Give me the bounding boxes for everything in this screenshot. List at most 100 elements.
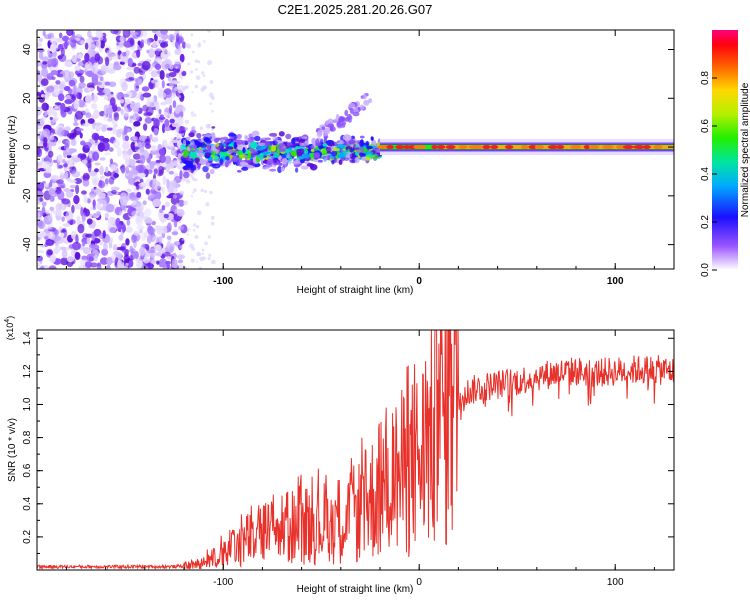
noise-blob [136,215,142,223]
x-tick-label: -100 [213,577,233,588]
signal-blob [233,141,237,149]
noise-blob [171,258,178,268]
noise-blob [76,128,84,132]
noise-blob [52,111,58,118]
noise-blob [151,235,160,244]
noise-blob [43,182,50,188]
noise-blob [42,128,51,138]
x-tick-label: 100 [607,276,624,287]
noise-blob [94,81,103,86]
signal-blob [228,132,236,137]
noise-blob [176,254,186,260]
noise-blob [50,132,55,141]
noise-blob [51,118,57,123]
noise-blob [186,230,190,233]
ridge-peak [583,145,591,150]
noise-blob [73,178,83,184]
y-tick-label: 0.6 [22,463,33,477]
noise-blob [139,145,145,153]
signal-blob [327,142,335,147]
noise-blob [42,30,46,37]
signal-blob [259,152,264,160]
noise-blob [48,181,53,188]
noise-blob [207,60,213,66]
noise-blob [141,60,151,71]
signal-blob [352,111,360,117]
noise-blob [37,131,44,140]
noise-blob [49,116,53,121]
ridge-peak [504,145,514,150]
noise-blob [91,37,99,41]
signal-blob [301,154,311,159]
noise-blob [172,194,178,199]
noise-blob [104,178,109,185]
signal-blob [365,154,374,158]
noise-blob [54,104,59,110]
noise-blob [103,95,109,101]
signal-blob [182,160,192,164]
signal-blob [349,107,355,115]
noise-blob [60,102,66,112]
noise-blob [96,92,105,96]
noise-blob [181,177,186,182]
noise-blob [37,181,45,192]
signal-blob [250,136,255,140]
signal-blob [266,158,273,166]
noise-blob [49,195,55,202]
noise-blob [107,222,112,226]
noise-blob [39,197,44,202]
noise-blob [144,143,152,149]
signal-blob [214,137,219,143]
noise-blob [87,118,95,124]
noise-blob [160,101,167,106]
noise-blob [176,209,185,217]
signal-blob [261,159,265,166]
noise-blob [61,249,68,259]
noise-blob [44,147,49,151]
noise-blob [71,31,75,37]
noise-blob [189,173,192,176]
noise-blob [207,30,212,33]
noise-blob [192,191,195,194]
noise-blob [37,42,42,47]
noise-blob [40,93,45,98]
noise-blob [136,191,142,198]
noise-blob [172,68,181,73]
noise-blob [58,82,65,90]
noise-blob [133,230,141,236]
noise-blob [208,92,214,98]
spectrogram-xlabel: Height of straight line (km) [297,285,414,296]
signal-blob [273,158,277,163]
signal-blob [315,138,320,146]
noise-blob [42,61,48,65]
noise-blob [116,147,122,158]
signal-blob [322,131,328,137]
signal-blob [342,121,347,125]
noise-blob [76,215,81,225]
noise-blob [177,259,184,264]
noise-blob [146,100,151,107]
noise-blob [99,76,104,81]
noise-blob [164,63,171,69]
noise-blob [82,174,87,181]
ridge-peak [490,145,499,150]
snr-frame [36,329,675,571]
noise-blob [174,48,182,55]
noise-blob [41,67,49,78]
noise-blob [62,223,71,227]
noise-blob [113,112,120,122]
signal-blob [368,98,373,104]
noise-blob [201,248,205,252]
noise-blob [111,104,118,112]
noise-blob [120,93,130,98]
colorbar-tick-label: 0.2 [700,215,711,229]
noise-blob [178,106,186,113]
colorbar-ticks: 0.0 0.2 0.4 0.6 0.8 [700,71,717,277]
ridge-peak [615,145,626,150]
signal-blob [202,165,209,173]
signal-blob [194,157,200,163]
signal-blob [292,160,300,165]
noise-blob [166,241,171,249]
noise-blob [211,128,214,131]
noise-blob [45,209,50,215]
